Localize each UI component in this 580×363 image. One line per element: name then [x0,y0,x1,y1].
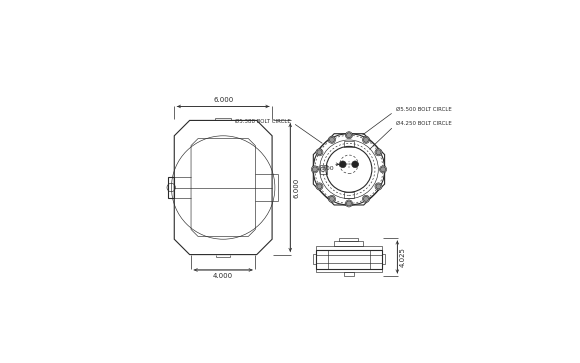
Text: Ø4.250 BOLT CIRCLE: Ø4.250 BOLT CIRCLE [369,121,452,149]
Text: Ø5.500 BOLT CIRCLE: Ø5.500 BOLT CIRCLE [362,107,452,135]
Circle shape [316,183,323,190]
Circle shape [328,136,335,143]
Text: 4.025: 4.025 [400,247,406,267]
Bar [316,269,382,272]
Circle shape [375,183,382,190]
Circle shape [317,150,322,155]
Circle shape [346,201,351,206]
Text: 4.000: 4.000 [213,273,233,279]
Text: Ø1.200: Ø1.200 [312,166,335,171]
Circle shape [362,195,369,203]
Bar [313,254,316,264]
Circle shape [339,161,346,168]
Circle shape [376,184,381,189]
Circle shape [328,195,335,203]
Circle shape [375,149,382,156]
Circle shape [346,133,351,138]
Bar [339,238,358,241]
Circle shape [364,137,368,142]
Bar [344,141,354,147]
Circle shape [329,137,335,142]
Circle shape [379,166,387,173]
Bar [316,249,382,269]
Bar [344,192,354,198]
Circle shape [329,196,335,201]
Circle shape [364,196,368,201]
Text: Ø5.388 BOLT CIRCLE: Ø5.388 BOLT CIRCLE [234,118,322,143]
Bar [320,165,327,174]
Text: 6.000: 6.000 [213,97,233,103]
Bar [382,254,385,264]
Circle shape [311,166,318,173]
Circle shape [362,136,369,143]
Circle shape [376,150,381,155]
Circle shape [351,161,358,168]
Bar [316,246,382,249]
Circle shape [346,200,353,207]
Circle shape [380,167,386,172]
Circle shape [317,184,322,189]
Text: 6.000: 6.000 [293,178,299,197]
Bar [168,177,174,198]
Circle shape [313,167,317,172]
Bar [344,272,354,276]
Bar [335,241,364,246]
Circle shape [346,132,353,139]
Circle shape [316,149,323,156]
